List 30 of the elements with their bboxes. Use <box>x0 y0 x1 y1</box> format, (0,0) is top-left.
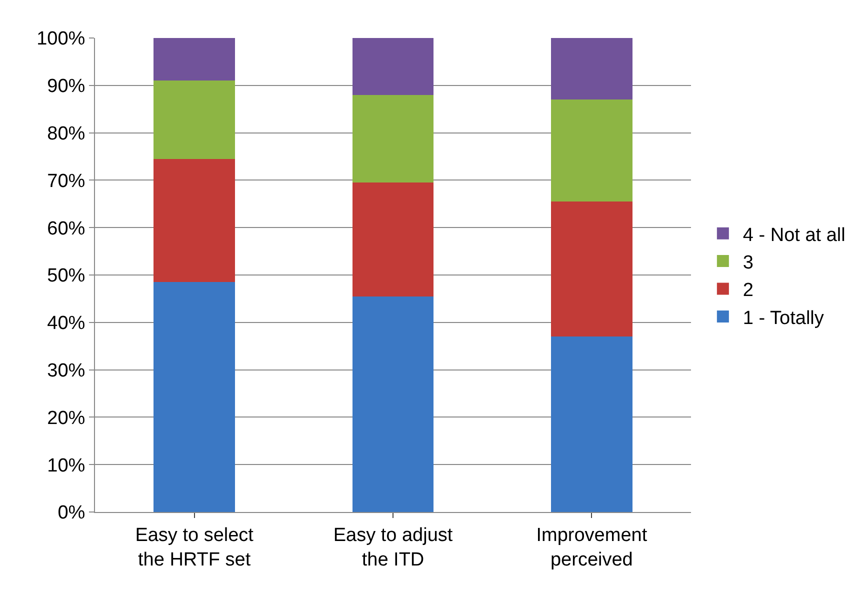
y-tick-label: 10% <box>47 455 86 476</box>
legend-label: 1 - Totally <box>742 308 824 329</box>
bar <box>154 80 236 159</box>
bar <box>550 100 632 202</box>
bar <box>154 158 236 282</box>
x-tick-label: Improvement perceived <box>536 524 648 570</box>
x-tick-label: Easy to adjust the ITD <box>333 524 454 570</box>
bar <box>550 38 632 100</box>
y-tick-label: 20% <box>47 408 86 429</box>
bar <box>352 94 434 183</box>
y-tick-label: 80% <box>47 123 86 144</box>
bar <box>352 296 434 512</box>
bar <box>154 282 236 512</box>
x-tick-label: Easy to select the HRTF set <box>135 524 254 570</box>
bar <box>550 336 632 512</box>
bar <box>352 38 434 95</box>
legend-label: 2 <box>742 280 754 302</box>
y-tick-label: 60% <box>47 218 86 240</box>
y-tick-label: 0% <box>58 502 86 524</box>
y-tick-label: 100% <box>36 28 86 50</box>
y-tick-label: 30% <box>47 360 86 382</box>
y-tick-label: 50% <box>47 266 86 287</box>
bar <box>352 182 434 296</box>
legend-label: 4 - Not at all <box>742 224 846 246</box>
bar <box>154 38 236 81</box>
bar <box>550 202 632 337</box>
y-tick-label: 40% <box>47 313 86 334</box>
y-tick-label: 90% <box>47 76 86 98</box>
y-tick-label: 70% <box>47 170 86 192</box>
legend-label: 3 <box>742 252 754 274</box>
